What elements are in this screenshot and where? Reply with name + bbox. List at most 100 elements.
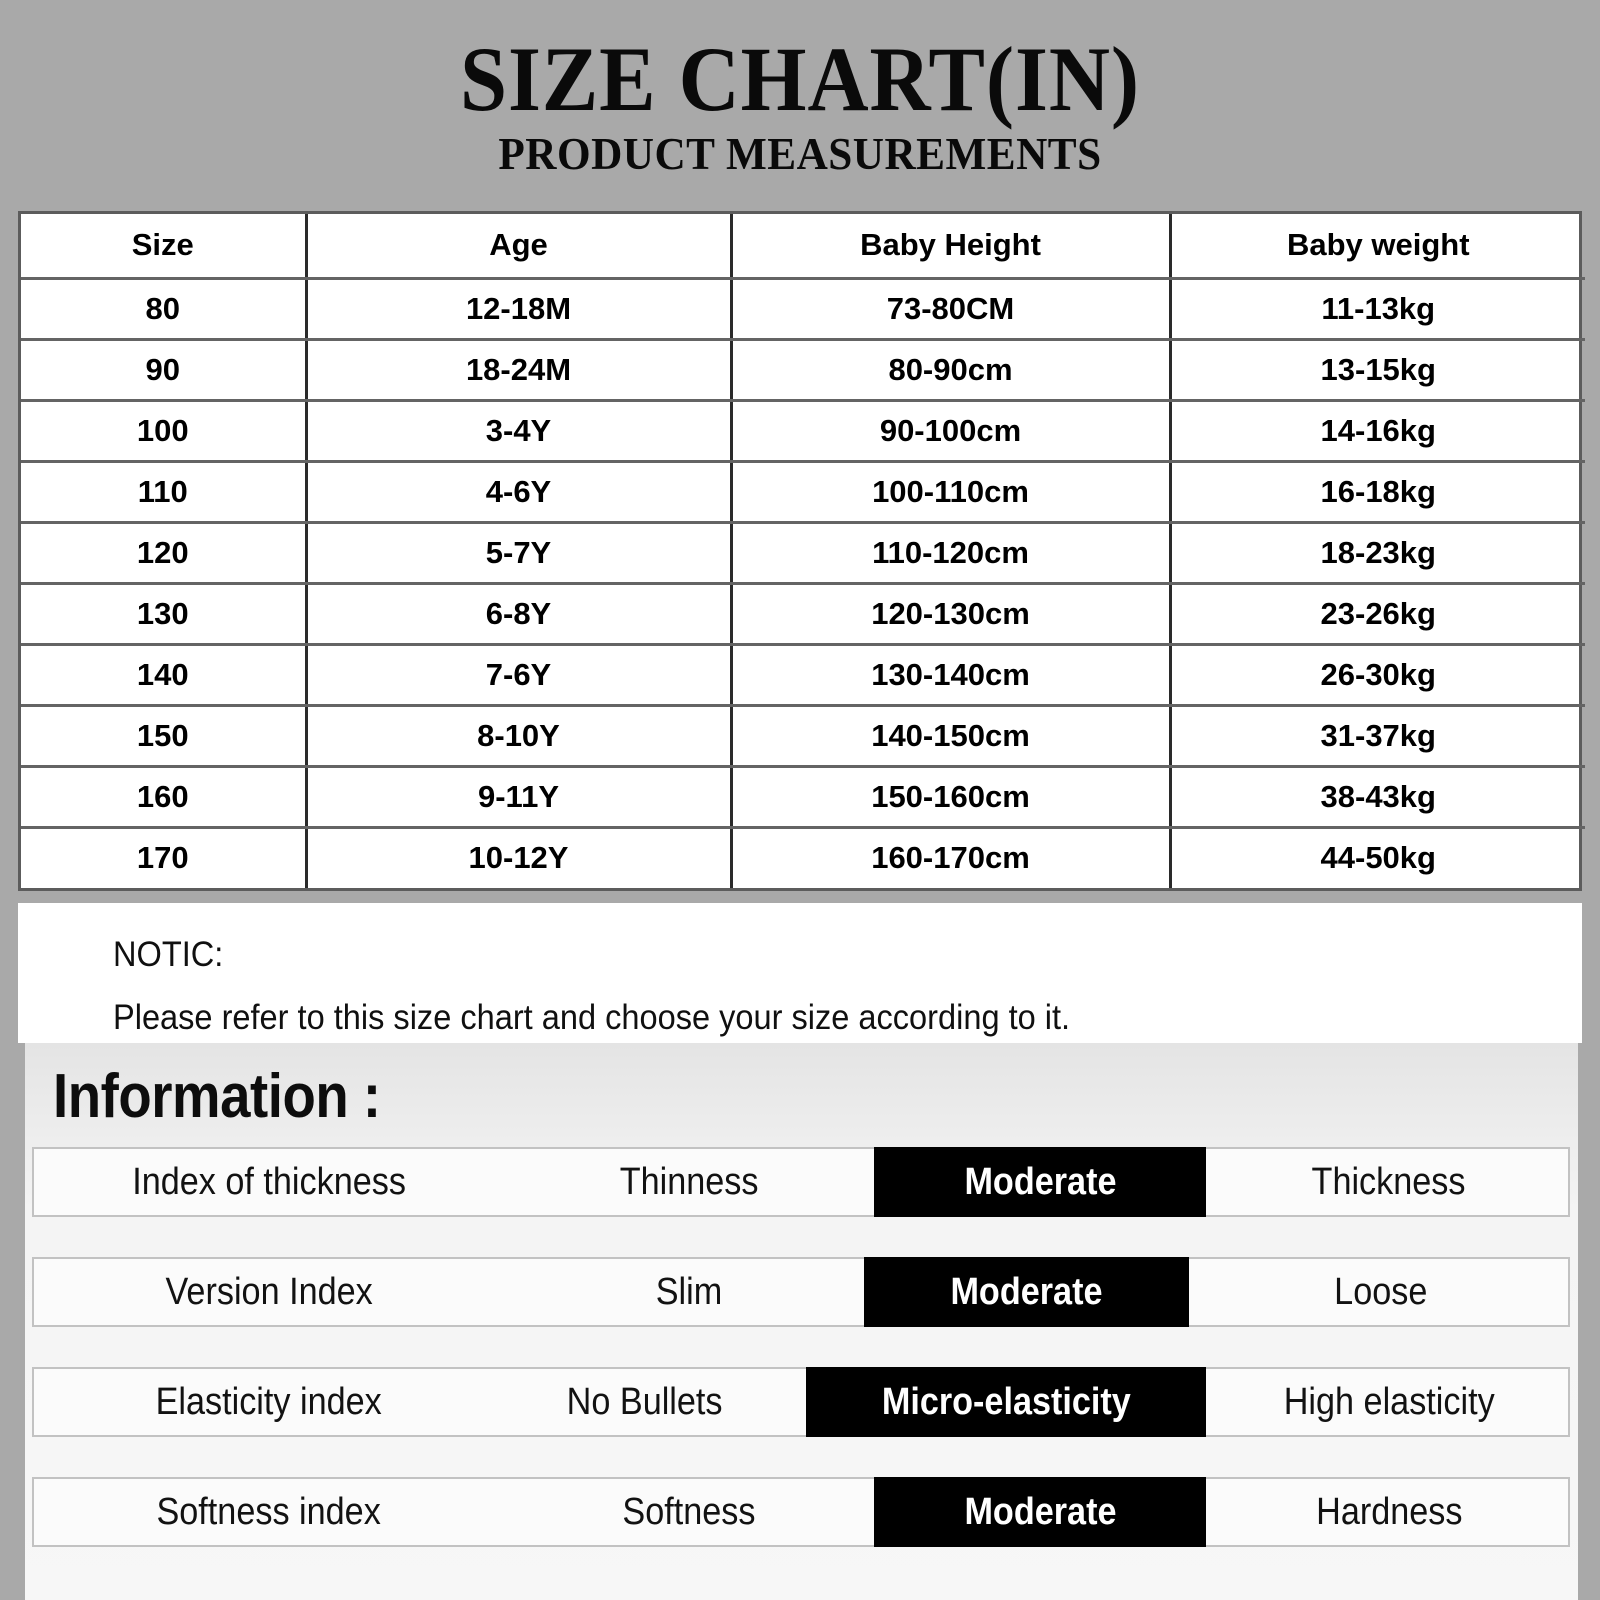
cell-height: 140-150cm [731, 705, 1172, 768]
table-row: 100 3-4Y 90-100cm 14-16kg [21, 400, 1585, 463]
cell-size: 90 [21, 339, 308, 402]
table-row: 120 5-7Y 110-120cm 18-23kg [21, 522, 1585, 585]
cell-size: 80 [21, 278, 308, 341]
table-row: 130 6-8Y 120-130cm 23-26kg [21, 583, 1585, 646]
cell-height: 110-120cm [731, 522, 1172, 585]
cell-height: 90-100cm [731, 400, 1172, 463]
info-low-option[interactable]: Softness [504, 1479, 874, 1545]
info-row: Softness index Softness Moderate Hardness [32, 1477, 1570, 1547]
cell-height: 73-80CM [731, 278, 1172, 341]
info-label-text: Elasticity index [155, 1380, 383, 1423]
notice-title: NOTIC: [113, 935, 224, 974]
notice-panel: NOTIC: Please refer to this size chart a… [18, 903, 1582, 1043]
info-label: Softness index [34, 1479, 504, 1545]
info-high-option-text: Loose [1333, 1270, 1428, 1313]
cell-age: 12-18M [306, 278, 733, 341]
title-subtitle: PRODUCT MEASUREMENTS [498, 128, 1102, 180]
info-row: Elasticity index No Bullets Micro-elastici… [32, 1367, 1570, 1437]
cell-weight: 44-50kg [1320, 840, 1436, 876]
table-header-row: Size Age Baby Height Baby weight [21, 214, 1585, 280]
info-row: Version Index Slim Moderate Loose [32, 1257, 1570, 1327]
cell-weight: 16-18kg [1170, 461, 1585, 524]
info-high-option[interactable]: High elasticity [1206, 1369, 1572, 1435]
info-selected-option[interactable]: Moderate [874, 1477, 1206, 1547]
table-row: 170 10-12Y 160-170cm 44-50kg [21, 827, 1585, 888]
info-low-option[interactable]: No Bullets [484, 1369, 806, 1435]
info-high-option-text: Hardness [1315, 1490, 1463, 1533]
info-selected-option[interactable]: Moderate [864, 1257, 1189, 1327]
cell-size: 170 [21, 827, 308, 888]
info-label: Version Index [34, 1259, 504, 1325]
cell-weight: 14-16kg [1170, 400, 1585, 463]
cell-height: 150-160cm [731, 766, 1172, 829]
column-header-height: Baby Height [731, 214, 1172, 280]
cell-size: 140 [21, 644, 308, 707]
cell-age: 7-6Y [306, 644, 733, 707]
cell-size: 110 [21, 461, 308, 524]
cell-height: 120-130cm [731, 583, 1172, 646]
info-low-option[interactable]: Slim [504, 1259, 874, 1325]
info-low-option-text: Thinness [619, 1160, 759, 1203]
table-row: 80 12-18M 73-80CM 11-13kg [21, 278, 1585, 341]
cell-height: 100-110cm [731, 461, 1172, 524]
info-selected-option-text: Micro-elasticity [881, 1380, 1131, 1423]
info-label-text: Index of thickness [132, 1160, 406, 1203]
table-row: 90 18-24M 80-90cm 13-15kg [21, 339, 1585, 402]
cell-height: 130-140cm [731, 644, 1172, 707]
info-low-option-text: Slim [655, 1270, 723, 1313]
info-selected-option[interactable]: Micro-elasticity [806, 1367, 1206, 1437]
info-selected-option[interactable]: Moderate [874, 1147, 1206, 1217]
info-high-option-text: Thickness [1312, 1160, 1466, 1203]
info-low-option[interactable]: Thinness [504, 1149, 874, 1215]
information-heading: Information : [53, 1062, 381, 1131]
cell-age: 10-12Y [306, 827, 733, 888]
size-chart-table: Size Age Baby Height Baby weight 80 12-18… [21, 214, 1585, 888]
size-chart-table-container: Size Age Baby Height Baby weight 80 12-18… [18, 211, 1585, 891]
cell-size: 150 [21, 705, 308, 768]
table-row: 150 8-10Y 140-150cm 31-37kg [21, 705, 1585, 768]
cell-weight: 11-13kg [1170, 278, 1585, 341]
cell-age: 4-6Y [306, 461, 733, 524]
notice-text: Please refer to this size chart and choo… [113, 997, 1071, 1037]
info-selected-option-text: Moderate [950, 1270, 1103, 1313]
cell-weight: 26-30kg [1170, 644, 1585, 707]
cell-age: 3-4Y [306, 400, 733, 463]
cell-weight: 13-15kg [1170, 339, 1585, 402]
table-row: 110 4-6Y 100-110cm 16-18kg [21, 461, 1585, 524]
cell-height: 80-90cm [731, 339, 1172, 402]
info-label: Index of thickness [34, 1149, 504, 1215]
info-selected-option-text: Moderate [963, 1490, 1117, 1533]
cell-size: 160 [21, 766, 308, 829]
page-title: SIZE CHART(IN) PRODUCT MEASUREMENTS [0, 28, 1600, 180]
info-low-option-text: No Bullets [567, 1380, 723, 1423]
cell-age: 6-8Y [306, 583, 733, 646]
cell-weight: 18-23kg [1170, 522, 1585, 585]
cell-age: 9-11Y [306, 766, 733, 829]
cell-age: 8-10Y [306, 705, 733, 768]
table-row: 140 7-6Y 130-140cm 26-30kg [21, 644, 1585, 707]
column-header-age: Age [306, 214, 733, 280]
title-main: SIZE CHART(IN) [459, 28, 1141, 130]
info-low-option-text: Softness [622, 1490, 756, 1533]
cell-size: 130 [21, 583, 308, 646]
information-rows: Index of thickness Thinness Moderate Thickn… [32, 1147, 1578, 1547]
table-row: 160 9-11Y 150-160cm 38-43kg [21, 766, 1585, 829]
info-high-option-text: High elasticity [1283, 1380, 1495, 1423]
info-high-option[interactable]: Loose [1189, 1259, 1572, 1325]
info-selected-option-text: Moderate [963, 1160, 1117, 1203]
info-label-text: Softness index [156, 1490, 382, 1533]
information-panel: Information : Index of thickness Thinness… [25, 1043, 1578, 1600]
cell-age: 5-7Y [306, 522, 733, 585]
cell-age: 18-24M [306, 339, 733, 402]
info-label-text: Version Index [165, 1270, 373, 1313]
info-row: Index of thickness Thinness Moderate Thickn… [32, 1147, 1570, 1217]
column-header-size: Size [21, 214, 308, 280]
info-label: Elasticity index [34, 1369, 504, 1435]
cell-weight: 23-26kg [1170, 583, 1585, 646]
info-high-option[interactable]: Thickness [1206, 1149, 1572, 1215]
cell-size: 120 [21, 522, 308, 585]
cell-weight: 38-43kg [1170, 766, 1585, 829]
cell-height: 160-170cm [731, 827, 1172, 888]
cell-size: 100 [21, 400, 308, 463]
info-high-option[interactable]: Hardness [1206, 1479, 1572, 1545]
